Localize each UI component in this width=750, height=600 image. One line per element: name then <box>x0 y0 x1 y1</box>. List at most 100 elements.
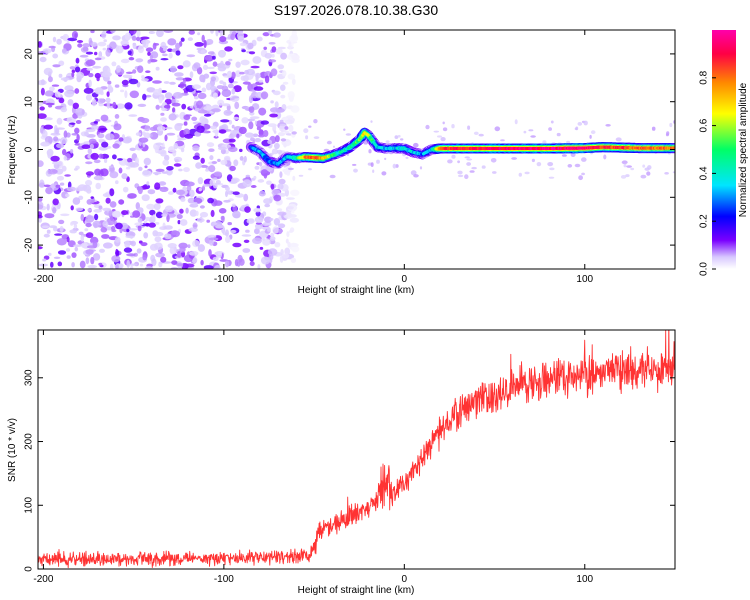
noise-blob <box>209 71 217 75</box>
noise-blob <box>91 98 97 107</box>
noise-blob <box>313 119 318 124</box>
noise-blob <box>203 73 210 79</box>
noise-blob <box>115 222 123 230</box>
noise-blob <box>179 208 184 214</box>
noise-blob <box>90 41 98 47</box>
noise-blob <box>287 167 294 171</box>
noise-blob <box>98 262 103 266</box>
noise-blob <box>130 240 136 247</box>
noise-blob <box>38 182 46 188</box>
noise-blob <box>263 46 268 50</box>
x-tick-label: -100 <box>214 574 234 585</box>
noise-blob <box>114 114 120 119</box>
noise-blob <box>243 239 250 243</box>
noise-blob <box>239 42 247 47</box>
x-tick-label: 0 <box>402 574 408 585</box>
noise-blob <box>102 207 111 212</box>
noise-blob <box>239 156 244 161</box>
noise-blob <box>146 181 150 186</box>
noise-blob <box>66 236 70 243</box>
noise-blob <box>58 97 65 104</box>
noise-blob <box>204 55 213 61</box>
colorbar-tick-label: 0.4 <box>699 166 710 180</box>
y-tick-label: 200 <box>24 433 35 450</box>
noise-blob <box>268 59 277 63</box>
noise-blob <box>76 40 84 43</box>
noise-blob <box>392 163 397 169</box>
noise-blob <box>169 246 177 255</box>
noise-blob <box>285 238 289 244</box>
noise-blob <box>666 131 670 136</box>
noise-blob <box>469 170 475 173</box>
noise-blob <box>155 252 166 258</box>
noise-blob <box>646 171 651 176</box>
noise-blob <box>275 135 280 143</box>
noise-blob <box>220 159 228 166</box>
noise-blob <box>258 190 266 197</box>
noise-blob <box>623 163 627 168</box>
x-tick-label: -200 <box>33 274 53 285</box>
noise-blob <box>548 127 552 131</box>
noise-blob <box>56 238 67 246</box>
noise-blob <box>440 137 446 142</box>
noise-blob <box>108 210 113 217</box>
noise-blob <box>241 234 252 237</box>
noise-blob <box>126 259 130 268</box>
noise-blob <box>184 133 194 139</box>
noise-blob <box>48 45 56 49</box>
noise-blob <box>437 135 442 138</box>
noise-blob <box>85 128 96 133</box>
noise-blob <box>67 99 74 106</box>
noise-blob <box>50 132 61 136</box>
y-tick-label: 300 <box>24 369 35 386</box>
noise-blob <box>210 30 214 34</box>
noise-blob <box>132 43 137 50</box>
noise-blob <box>247 118 256 122</box>
noise-blob <box>280 138 287 142</box>
noise-blob <box>173 156 183 163</box>
noise-blob <box>200 164 208 168</box>
noise-blob <box>71 31 79 39</box>
noise-blob <box>226 70 232 79</box>
noise-blob <box>147 51 151 56</box>
noise-blob <box>215 224 225 229</box>
noise-blob <box>50 155 60 162</box>
noise-blob <box>266 180 272 185</box>
noise-blob <box>249 261 255 267</box>
noise-blob <box>162 53 168 57</box>
noise-blob <box>395 164 399 168</box>
noise-blob <box>286 206 294 210</box>
noise-blob <box>101 234 110 239</box>
noise-blob <box>102 220 109 228</box>
noise-blob <box>664 172 669 175</box>
noise-blob <box>141 75 145 79</box>
noise-blob <box>57 250 67 255</box>
noise-blob <box>384 157 387 161</box>
noise-blob <box>183 114 191 121</box>
noise-blob <box>280 84 286 91</box>
noise-blob <box>144 165 148 169</box>
noise-blob <box>277 208 283 212</box>
noise-blob <box>268 42 276 45</box>
noise-blob <box>550 120 554 124</box>
noise-blob <box>85 222 92 228</box>
noise-blob <box>84 131 89 137</box>
noise-blob <box>70 149 74 154</box>
noise-blob <box>146 203 156 210</box>
noise-blob <box>651 126 656 131</box>
noise-blob <box>145 47 154 52</box>
spectrogram-y-label: Frequency (Hz) <box>7 116 18 185</box>
noise-blob <box>279 119 284 124</box>
noise-blob <box>109 263 114 269</box>
colorbar-gradient <box>712 30 736 269</box>
noise-blob <box>345 133 352 136</box>
noise-blob <box>155 142 163 146</box>
noise-blob <box>370 120 373 123</box>
noise-blob <box>257 179 265 183</box>
noise-blob <box>105 49 111 57</box>
noise-blob <box>163 81 170 84</box>
noise-blob <box>109 188 115 197</box>
noise-blob <box>279 171 283 179</box>
noise-blob <box>621 160 628 165</box>
noise-blob <box>173 142 179 150</box>
